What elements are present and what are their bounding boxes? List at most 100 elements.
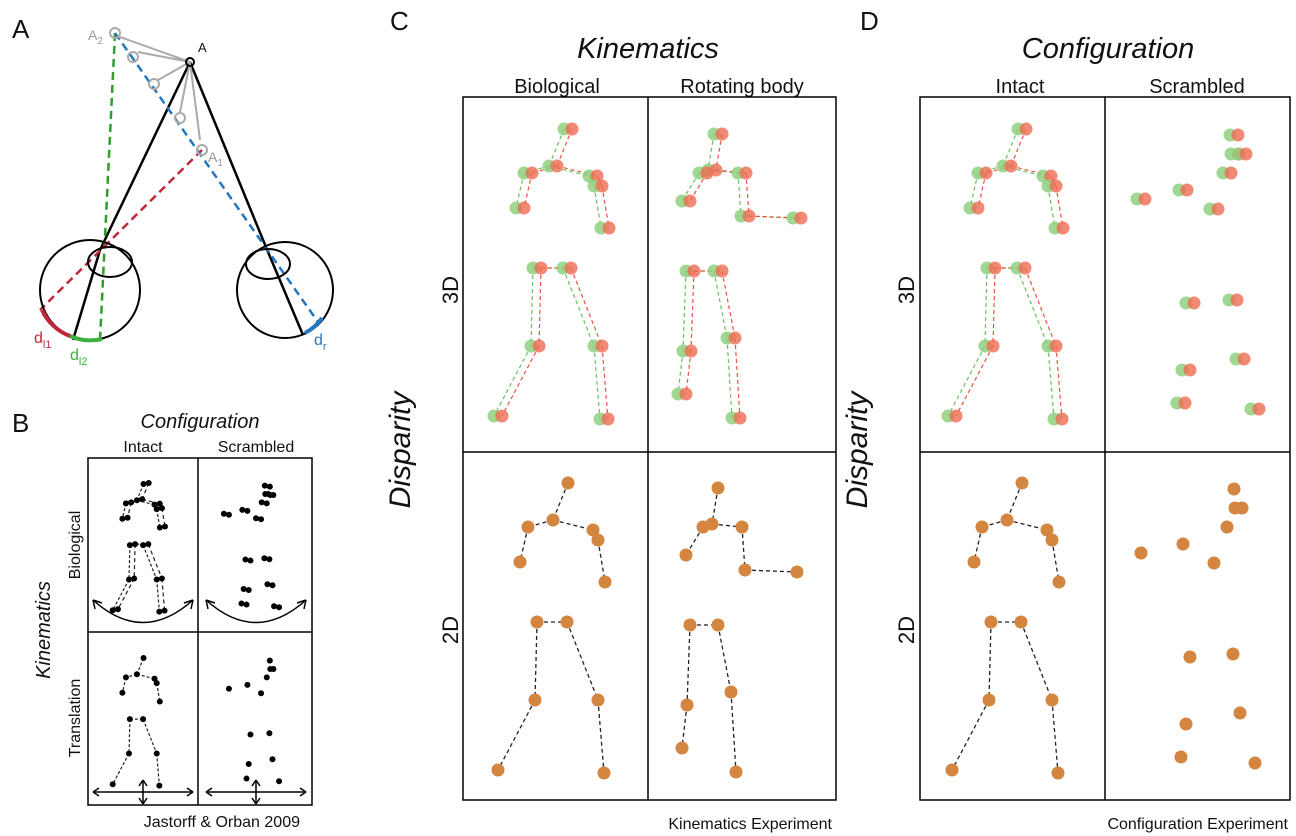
sub: l2: [79, 356, 88, 368]
dot: [1180, 183, 1194, 197]
dot: [1252, 402, 1266, 416]
dot: [131, 575, 138, 582]
dot: [967, 555, 981, 569]
dot: [1000, 513, 1014, 527]
limb: [147, 543, 163, 579]
motion-arrow: [205, 599, 307, 624]
dot: [979, 166, 993, 180]
dot: [565, 122, 579, 136]
limb: [1020, 621, 1053, 701]
sub: r: [323, 341, 327, 353]
dot: [696, 520, 710, 534]
panel-frame: [462, 96, 837, 801]
limb: [721, 270, 736, 339]
limb: [711, 523, 743, 528]
dot: [261, 555, 268, 562]
dot: [1051, 766, 1065, 780]
limb: [1055, 185, 1064, 229]
limb: [136, 673, 155, 680]
limb: [156, 508, 161, 528]
dot: [1045, 533, 1059, 547]
limb: [737, 172, 742, 217]
dot: [534, 261, 548, 275]
arrow-head: [92, 599, 194, 610]
limb: [493, 345, 532, 417]
limb: [726, 337, 733, 419]
limb: [955, 345, 994, 417]
dot: [724, 685, 738, 699]
dot: [495, 409, 509, 423]
dot: [491, 763, 505, 777]
limb: [1051, 539, 1060, 583]
column-label: Intact: [996, 76, 1045, 98]
dot: [513, 555, 527, 569]
limb: [112, 579, 130, 611]
dot: [161, 607, 168, 614]
dot: [140, 481, 147, 487]
dot: [269, 582, 276, 589]
arrow-head: [92, 779, 194, 805]
dot: [243, 601, 250, 608]
dot: [1014, 615, 1028, 629]
dot: [1056, 221, 1070, 235]
row-axis-label: Kinematics: [33, 581, 55, 679]
dot: [679, 548, 693, 562]
limb: [717, 624, 732, 693]
dot: [258, 690, 265, 697]
limb: [741, 526, 746, 571]
column-label: Scrambled: [218, 439, 294, 456]
dot: [711, 481, 725, 495]
dot: [242, 556, 249, 563]
limb: [593, 345, 601, 420]
panel-title: Configuration: [141, 411, 260, 433]
limb: [677, 350, 684, 395]
limb: [713, 270, 728, 339]
base: A: [88, 27, 98, 43]
dot: [1239, 147, 1253, 161]
label-dl1: dl1: [34, 330, 51, 351]
row-label: Biological: [67, 511, 84, 579]
dot: [586, 523, 600, 537]
dot: [269, 756, 276, 763]
dot: [270, 666, 277, 672]
limb: [686, 624, 691, 706]
point-label: A: [198, 40, 207, 55]
dot: [122, 674, 129, 681]
dot: [945, 763, 959, 777]
arrow-head: [205, 779, 307, 805]
dot: [687, 264, 701, 278]
dot: [276, 778, 283, 785]
dot: [140, 542, 147, 549]
dot: [738, 563, 752, 577]
column-label: Intact: [123, 439, 163, 456]
dot: [158, 505, 165, 512]
dot: [156, 698, 163, 705]
dot: [114, 606, 121, 613]
panel-letter: B: [12, 408, 29, 438]
row-axis-label: Disparity: [384, 390, 417, 509]
dot: [220, 510, 227, 517]
limb: [947, 345, 986, 417]
dot: [1248, 756, 1262, 770]
dot: [590, 169, 604, 183]
dot: [528, 693, 542, 707]
limb: [593, 185, 602, 229]
arrow-head: [205, 599, 307, 610]
motion-arrow: [92, 599, 194, 624]
dot: [733, 411, 747, 425]
dot: [1044, 169, 1058, 183]
limb: [538, 267, 542, 347]
limb: [156, 579, 160, 612]
dot: [564, 261, 578, 275]
limb: [156, 682, 161, 702]
dot: [1227, 482, 1241, 496]
limb: [597, 539, 606, 583]
limb: [562, 267, 595, 347]
dot: [156, 608, 163, 615]
dot: [126, 576, 132, 583]
dot: [1176, 537, 1190, 551]
dot: [263, 500, 270, 507]
dot: [982, 693, 996, 707]
dot: [109, 607, 116, 614]
dot: [790, 565, 804, 579]
